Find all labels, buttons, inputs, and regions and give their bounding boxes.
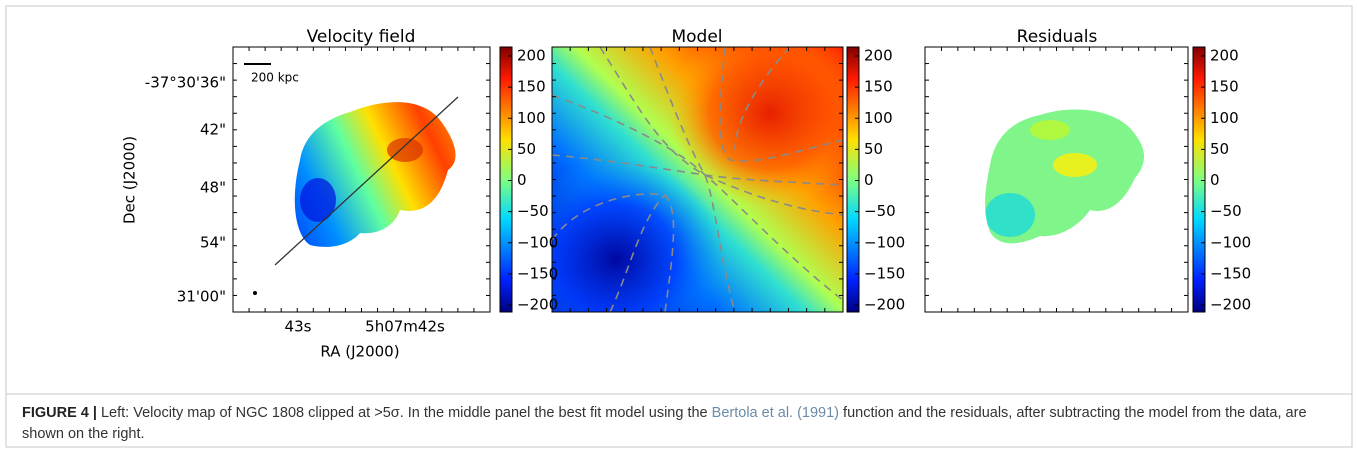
velocity-peak	[387, 138, 423, 162]
model-contours	[551, 46, 844, 313]
colorbar-tick-label: 100	[864, 109, 893, 127]
residual-spot	[1053, 153, 1097, 177]
colorbar-tick-label: −200	[864, 296, 905, 314]
x-axis-label: RA (J2000)	[320, 343, 399, 361]
citation-link[interactable]: Bertola et al. (1991)	[711, 405, 840, 421]
colorbar	[499, 46, 513, 313]
colorbar-tick-label: 100	[517, 109, 546, 127]
frame-ticks	[233, 47, 1188, 312]
x-tick-label: 5h07m42s	[365, 318, 445, 336]
colorbar	[1192, 46, 1206, 313]
y-tick-label: 31'00"	[177, 288, 226, 306]
colorbar-tick-label: 50	[1210, 140, 1229, 158]
colorbar-tick-label: −150	[517, 264, 558, 282]
scale-bar-label: 200 kpc	[251, 71, 299, 85]
colorbar-tick-label: −200	[517, 296, 558, 314]
colorbar-tick-label: 0	[517, 171, 527, 189]
residual-structure	[985, 120, 1097, 237]
colorbar-tick-label: 200	[517, 47, 546, 65]
x-tick-label: 43s	[285, 318, 312, 336]
colorbar	[846, 46, 860, 313]
residual-spot	[1030, 120, 1070, 140]
y-tick-label: 42"	[200, 121, 226, 139]
colorbar-tick-label: −50	[1210, 202, 1242, 220]
colorbar-tick-label: −100	[517, 233, 558, 251]
y-tick-label: 54"	[200, 234, 226, 252]
model-map-blueshift	[552, 47, 843, 312]
y-axis-label: Dec (J2000)	[121, 136, 139, 224]
colorbar-tick-label: 0	[1210, 171, 1220, 189]
colorbar-tick-label: 150	[517, 78, 546, 96]
colorbar-tick-label: 0	[864, 171, 874, 189]
colorbar-tick-label: 100	[1210, 109, 1239, 127]
y-tick-label: -37°30'36"	[145, 74, 226, 92]
colorbar-tick-label: −100	[1210, 233, 1251, 251]
colorbar-tick-label: 50	[517, 140, 536, 158]
caption-text: function and the residuals, after subtra…	[22, 405, 1307, 442]
colorbar-tick-label: −50	[864, 202, 896, 220]
velocity-trough	[300, 178, 336, 222]
caption: FIGURE 4 | Left: Velocity map of NGC 180…	[22, 403, 1332, 445]
caption-text: Left: Velocity map of NGC 1808 clipped a…	[96, 405, 712, 421]
colorbar-tick-label: 200	[864, 47, 893, 65]
colorbar-tick-label: 200	[1210, 47, 1239, 65]
colorbar-tick-label: −150	[864, 264, 905, 282]
major-axis-line	[274, 96, 459, 266]
colorbar-tick-label: 150	[1210, 78, 1239, 96]
colorbar-tick-label: −50	[517, 202, 549, 220]
beam-marker	[253, 291, 257, 295]
panel-title: Velocity field	[307, 27, 416, 47]
colorbar-tick-label: −150	[1210, 264, 1251, 282]
caption-label: FIGURE 4 |	[22, 405, 97, 421]
colorbars: 200 150 100 50 0 −50 −100 −150 −200 200 150 100 50 0 −…	[499, 46, 1251, 314]
colorbar-tick-label: −200	[1210, 296, 1251, 314]
panel-title: Model	[671, 27, 722, 47]
colorbar-tick-label: 50	[864, 140, 883, 158]
figure-frame	[5, 5, 1353, 448]
colorbar-tick-label: −100	[864, 233, 905, 251]
residual-spot	[985, 193, 1035, 237]
colorbar-tick-label: 150	[864, 78, 893, 96]
panel-title: Residuals	[1017, 27, 1098, 47]
y-tick-label: 48"	[200, 179, 226, 197]
